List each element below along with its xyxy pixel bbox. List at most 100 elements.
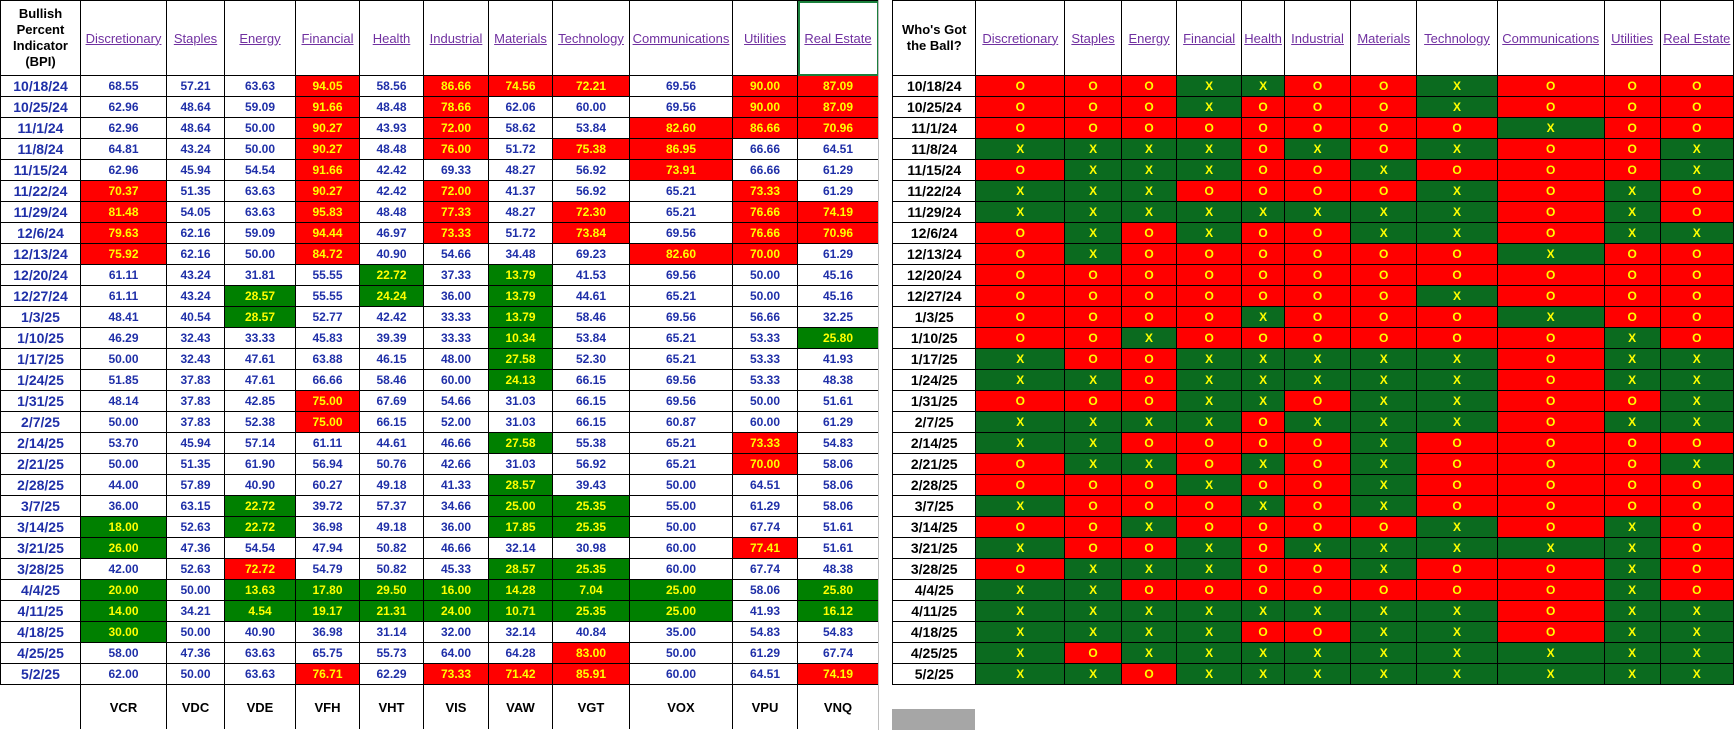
date-cell[interactable]: 1/31/25: [0, 390, 81, 412]
ball-status-cell[interactable]: X: [1121, 159, 1178, 181]
ball-status-cell[interactable]: O: [1659, 537, 1734, 559]
ball-status-cell[interactable]: X: [1176, 138, 1243, 160]
ticker-cell[interactable]: VAW: [488, 684, 553, 729]
bpi-value-cell[interactable]: 51.72: [488, 138, 553, 160]
ball-status-cell[interactable]: O: [1283, 264, 1352, 286]
bpi-value-cell[interactable]: 48.00: [423, 348, 489, 370]
bpi-value-cell[interactable]: 18.00: [80, 516, 167, 538]
bpi-value-cell[interactable]: 48.48: [359, 138, 424, 160]
bpi-value-cell[interactable]: 54.05: [166, 201, 225, 223]
ball-status-cell[interactable]: X: [1176, 201, 1243, 223]
bpi-value-cell[interactable]: 79.63: [80, 222, 167, 244]
bpi-value-cell[interactable]: 56.66: [732, 306, 798, 328]
bpi-value-cell[interactable]: 51.35: [166, 180, 225, 202]
ball-status-cell[interactable]: O: [1283, 117, 1352, 139]
ball-status-cell[interactable]: O: [1659, 285, 1734, 307]
bpi-value-cell[interactable]: 87.09: [797, 75, 879, 97]
ball-status-cell[interactable]: X: [1659, 663, 1734, 685]
ball-status-cell[interactable]: X: [1659, 222, 1734, 244]
ball-status-cell[interactable]: X: [1603, 327, 1661, 349]
ball-status-cell[interactable]: O: [975, 117, 1066, 139]
bpi-value-cell[interactable]: 13.63: [224, 579, 296, 601]
bpi-value-cell[interactable]: 69.33: [423, 159, 489, 181]
date-cell[interactable]: 3/21/25: [0, 537, 81, 559]
ball-status-cell[interactable]: O: [975, 96, 1066, 118]
ball-status-cell[interactable]: O: [975, 159, 1066, 181]
ball-status-cell[interactable]: O: [1064, 96, 1123, 118]
bpi-value-cell[interactable]: 76.66: [732, 222, 798, 244]
bpi-value-cell[interactable]: 39.72: [295, 495, 360, 517]
ball-status-cell[interactable]: O: [1283, 243, 1352, 265]
bpi-value-cell[interactable]: 46.15: [359, 348, 424, 370]
bpi-value-cell[interactable]: 48.64: [166, 117, 225, 139]
ball-status-cell[interactable]: O: [1283, 474, 1352, 496]
ball-status-cell[interactable]: O: [1496, 348, 1605, 370]
ball-status-cell[interactable]: O: [1659, 558, 1734, 580]
bpi-value-cell[interactable]: 73.33: [423, 222, 489, 244]
ball-status-cell[interactable]: X: [1121, 138, 1178, 160]
bpi-value-cell[interactable]: 45.94: [166, 432, 225, 454]
date-cell[interactable]: 2/7/25: [891, 411, 977, 433]
ball-status-cell[interactable]: X: [975, 537, 1066, 559]
bpi-value-cell[interactable]: 13.79: [488, 264, 553, 286]
bpi-value-cell[interactable]: 94.05: [295, 75, 360, 97]
ball-status-cell[interactable]: O: [1350, 327, 1418, 349]
ball-status-cell[interactable]: O: [1176, 432, 1243, 454]
bpi-value-cell[interactable]: 63.63: [224, 180, 296, 202]
bpi-value-cell[interactable]: 52.30: [552, 348, 630, 370]
ball-status-cell[interactable]: X: [1659, 642, 1734, 664]
ball-status-cell[interactable]: O: [1496, 411, 1605, 433]
bpi-value-cell[interactable]: 52.38: [224, 411, 296, 433]
bpi-value-cell[interactable]: 34.21: [166, 600, 225, 622]
bpi-value-cell[interactable]: 14.00: [80, 600, 167, 622]
bpi-value-cell[interactable]: 69.56: [629, 306, 733, 328]
bpi-value-cell[interactable]: 62.16: [166, 222, 225, 244]
bpi-value-cell[interactable]: 50.00: [80, 453, 167, 475]
date-cell[interactable]: 4/11/25: [891, 600, 977, 622]
bpi-value-cell[interactable]: 32.43: [166, 327, 225, 349]
ball-status-cell[interactable]: O: [975, 222, 1066, 244]
ball-status-cell[interactable]: O: [1283, 579, 1352, 601]
ball-status-cell[interactable]: X: [1283, 348, 1352, 370]
ball-status-cell[interactable]: X: [1350, 348, 1418, 370]
bpi-value-cell[interactable]: 60.00: [629, 663, 733, 685]
bpi-value-cell[interactable]: 60.27: [295, 474, 360, 496]
bpi-value-cell[interactable]: 90.27: [295, 117, 360, 139]
bpi-value-cell[interactable]: 48.14: [80, 390, 167, 412]
ball-status-cell[interactable]: O: [1603, 474, 1661, 496]
ball-status-cell[interactable]: O: [1603, 453, 1661, 475]
date-cell[interactable]: 2/14/25: [0, 432, 81, 454]
bpi-value-cell[interactable]: 67.69: [359, 390, 424, 412]
ticker-cell[interactable]: VDC: [166, 684, 225, 729]
bpi-value-cell[interactable]: 29.50: [359, 579, 424, 601]
ball-status-cell[interactable]: X: [1121, 516, 1178, 538]
ball-status-cell[interactable]: O: [1350, 96, 1418, 118]
bpi-value-cell[interactable]: 40.54: [166, 306, 225, 328]
bpi-value-cell[interactable]: 57.21: [166, 75, 225, 97]
bpi-value-cell[interactable]: 25.80: [797, 579, 879, 601]
bpi-value-cell[interactable]: 52.63: [166, 558, 225, 580]
date-cell[interactable]: 2/21/25: [0, 453, 81, 475]
bpi-value-cell[interactable]: 61.11: [295, 432, 360, 454]
bpi-value-cell[interactable]: 75.00: [295, 390, 360, 412]
ball-status-cell[interactable]: X: [1603, 579, 1661, 601]
bpi-value-cell[interactable]: 27.58: [488, 348, 553, 370]
ball-status-cell[interactable]: X: [975, 495, 1066, 517]
date-cell[interactable]: 10/18/24: [891, 75, 977, 97]
bpi-value-cell[interactable]: 82.60: [629, 117, 733, 139]
bpi-value-cell[interactable]: 45.16: [797, 285, 879, 307]
ball-status-cell[interactable]: X: [1350, 663, 1418, 685]
date-cell[interactable]: 1/24/25: [891, 369, 977, 391]
ball-status-cell[interactable]: O: [1659, 516, 1734, 538]
bpi-value-cell[interactable]: 36.98: [295, 516, 360, 538]
ticker-cell[interactable]: VPU: [732, 684, 798, 729]
ball-status-cell[interactable]: O: [1064, 537, 1123, 559]
bpi-value-cell[interactable]: 69.56: [629, 369, 733, 391]
bpi-value-cell[interactable]: 20.00: [80, 579, 167, 601]
bpi-value-cell[interactable]: 36.98: [295, 621, 360, 643]
bpi-value-cell[interactable]: 63.63: [224, 642, 296, 664]
ball-status-cell[interactable]: X: [1176, 621, 1243, 643]
bpi-value-cell[interactable]: 53.33: [732, 369, 798, 391]
bpi-value-cell[interactable]: 47.36: [166, 642, 225, 664]
bpi-value-cell[interactable]: 31.81: [224, 264, 296, 286]
